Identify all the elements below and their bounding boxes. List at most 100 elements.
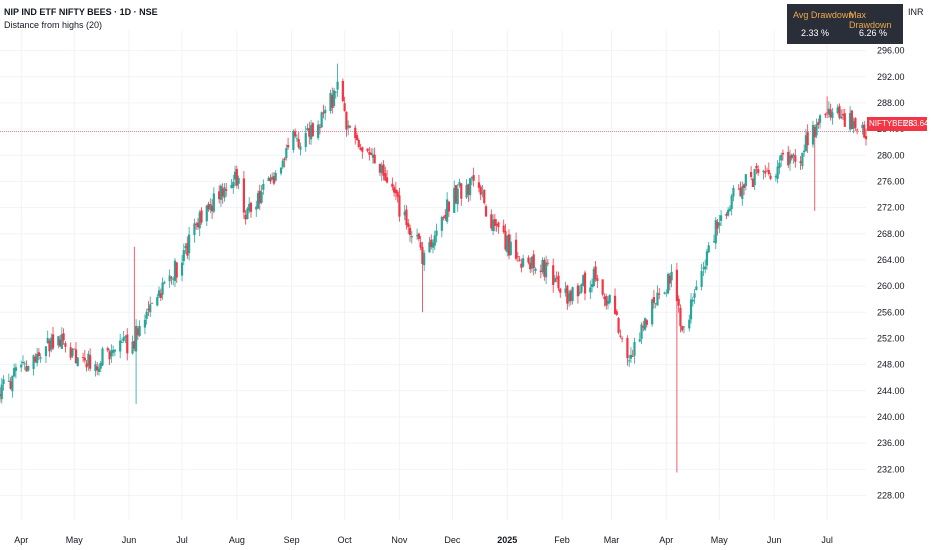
candle <box>232 174 235 194</box>
candle <box>481 184 484 198</box>
candle <box>621 336 624 343</box>
candle <box>21 355 25 365</box>
candle <box>417 232 420 242</box>
candle-body <box>366 148 369 152</box>
candle-body <box>324 109 327 114</box>
candle-body <box>99 362 102 369</box>
candle <box>85 359 88 372</box>
candle <box>50 333 53 353</box>
candle-body <box>594 266 597 280</box>
candle-body <box>555 277 558 279</box>
candle <box>184 243 187 254</box>
candle-body <box>852 121 855 129</box>
x-tick-label: May <box>66 535 84 545</box>
candle <box>384 166 387 182</box>
candle-body <box>787 151 790 166</box>
candle <box>571 286 574 305</box>
candle <box>108 349 111 366</box>
candle-body <box>188 234 191 254</box>
candle <box>119 333 122 359</box>
time-axis[interactable]: Apr May Jun Jul Aug Sep Oct Nov Dec 2025 Feb Mar Apr… <box>14 535 833 545</box>
candle <box>209 198 212 213</box>
candle <box>193 218 196 243</box>
candle <box>354 124 357 145</box>
candle-body <box>246 208 249 220</box>
candle <box>765 167 769 172</box>
candle <box>311 122 314 138</box>
candle <box>380 162 383 181</box>
candle-body <box>804 135 808 152</box>
candle-body <box>343 103 346 112</box>
candle-body <box>516 256 519 257</box>
candle <box>840 109 843 120</box>
candle <box>465 179 468 200</box>
candle-body <box>444 214 447 219</box>
candle-body <box>62 333 65 341</box>
y-tick-label: 260.00 <box>877 281 905 291</box>
candle-body <box>691 299 694 302</box>
candle-body <box>244 214 247 220</box>
candle-body <box>583 272 587 294</box>
candle <box>182 243 185 266</box>
candle-body <box>817 122 820 125</box>
candle <box>9 377 12 390</box>
candle-body <box>2 379 5 385</box>
candle-body <box>553 278 557 282</box>
candle-body <box>813 126 816 138</box>
candle <box>615 309 618 316</box>
candle-body <box>613 295 617 314</box>
candle-body <box>133 340 136 349</box>
candle <box>483 189 486 205</box>
candle <box>679 304 682 333</box>
max-drawdown-label: Max Drawdown <box>849 10 892 30</box>
candle <box>470 176 473 186</box>
candle-body <box>145 311 148 319</box>
candle-body <box>309 125 313 140</box>
candle-body <box>460 183 463 199</box>
candle <box>134 319 138 404</box>
candle <box>334 90 337 99</box>
candle <box>741 181 744 206</box>
candle-body <box>643 318 647 330</box>
candle-body <box>136 328 139 336</box>
candle <box>803 144 806 157</box>
currency-label: INR <box>908 7 924 17</box>
candle-body <box>230 184 233 189</box>
candle-body <box>702 267 705 269</box>
candle-body <box>774 176 777 178</box>
candle <box>355 132 359 141</box>
candle-body <box>126 334 129 354</box>
candle <box>532 250 535 276</box>
candle-body <box>527 257 530 263</box>
candle <box>304 126 307 152</box>
candle-body <box>260 191 263 203</box>
candle <box>99 360 102 372</box>
avg-drawdown-value: 2.33 % <box>801 28 830 38</box>
candle <box>106 346 109 353</box>
candle <box>122 330 125 343</box>
candle-body <box>651 299 654 325</box>
candle <box>23 361 26 371</box>
candle <box>145 308 148 325</box>
candle-body <box>182 250 185 262</box>
x-tick-label: Apr <box>659 535 673 545</box>
candle <box>212 187 215 214</box>
candle <box>258 184 261 210</box>
candle <box>233 165 237 187</box>
candle <box>343 96 346 112</box>
candle-body <box>110 350 113 357</box>
candle <box>712 234 716 243</box>
candle-body <box>85 363 88 368</box>
candle <box>520 258 523 273</box>
candle <box>147 301 150 316</box>
price-axis[interactable]: 228.00 232.00 236.00 240.00 244.00 248.00 252.… <box>877 46 905 501</box>
candle <box>32 354 35 376</box>
candle <box>285 144 288 161</box>
candle-body <box>677 298 680 306</box>
last-price-tag: NIFTYBEES 283.64 <box>867 117 928 131</box>
candle-body <box>186 243 189 256</box>
candle-body <box>615 311 618 315</box>
candle <box>76 356 79 367</box>
candle-body <box>854 118 857 128</box>
